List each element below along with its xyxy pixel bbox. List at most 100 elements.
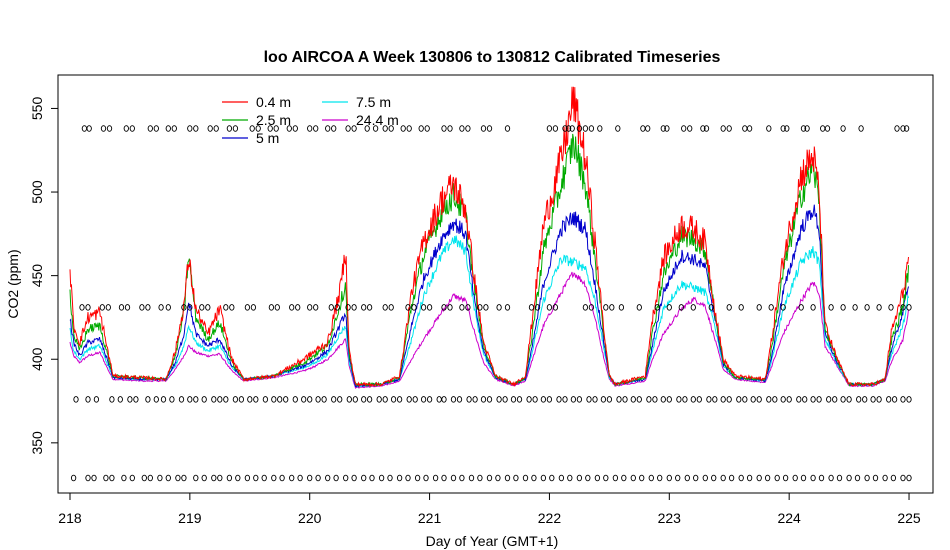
marker-point <box>900 474 906 482</box>
marker-point <box>286 125 292 132</box>
marker-point <box>424 125 430 132</box>
marker-point <box>175 474 181 482</box>
marker-point <box>678 304 684 311</box>
legend-label: 24.4 m <box>356 112 399 128</box>
marker-point <box>836 474 843 482</box>
marker-point <box>513 474 519 482</box>
marker-point <box>211 396 217 403</box>
marker-point <box>586 396 592 403</box>
marker-point <box>706 396 712 403</box>
marker-point <box>292 125 298 132</box>
marker-point <box>364 125 370 132</box>
marker-point <box>441 125 447 132</box>
marker-point <box>187 304 193 311</box>
marker-point <box>447 125 453 132</box>
marker-point <box>229 304 235 311</box>
marker-point <box>615 125 621 132</box>
marker-point <box>217 474 223 482</box>
marker-point <box>522 474 529 482</box>
marker-point <box>105 304 111 311</box>
marker-point <box>441 474 447 482</box>
marker-point <box>157 474 163 482</box>
y-tick-label: 400 <box>29 347 45 371</box>
marker-point <box>465 304 471 311</box>
marker-point <box>486 474 493 482</box>
marker-point <box>366 304 373 311</box>
marker-point <box>315 396 321 403</box>
marker-point <box>840 304 846 311</box>
marker-point <box>810 474 816 482</box>
marker-point <box>552 304 559 311</box>
marker-point <box>426 396 433 403</box>
marker-point <box>100 125 107 132</box>
marker-point <box>441 304 447 311</box>
marker-point <box>387 474 393 482</box>
marker-point <box>666 396 672 403</box>
marker-point <box>181 304 187 311</box>
marker-point <box>345 304 351 311</box>
marker-point <box>546 304 553 311</box>
marker-point <box>123 125 129 132</box>
marker-point <box>388 304 394 311</box>
marker-point <box>636 396 642 403</box>
marker-point <box>331 396 337 403</box>
marker-point <box>232 125 239 132</box>
marker-point <box>576 474 583 482</box>
marker-point <box>546 125 553 132</box>
marker-point <box>249 125 255 132</box>
marker-point <box>570 396 577 403</box>
marker-point <box>780 396 786 403</box>
marker-point <box>193 396 199 403</box>
marker-point <box>250 304 257 311</box>
marker-point <box>784 125 790 132</box>
marker-point <box>597 125 603 132</box>
marker-point <box>738 474 744 482</box>
marker-point <box>193 474 199 482</box>
marker-point <box>158 304 164 311</box>
marker-point <box>660 396 666 403</box>
marker-point <box>738 304 744 311</box>
marker-point <box>153 396 159 403</box>
marker-point <box>666 304 672 311</box>
marker-point <box>472 396 478 403</box>
y-axis-label: CO2 (ppm) <box>5 249 21 318</box>
y-tick-label: 500 <box>29 180 45 204</box>
marker-point <box>307 304 313 311</box>
marker-point <box>405 474 411 482</box>
marker-point <box>268 304 275 311</box>
marker-point <box>351 304 357 311</box>
marker-point <box>495 474 501 482</box>
marker-point <box>766 125 772 132</box>
x-tick-label: 224 <box>777 510 801 526</box>
marker-point <box>636 304 642 311</box>
marker-point <box>864 474 870 482</box>
marker-point <box>796 396 802 403</box>
marker-point <box>169 396 175 403</box>
marker-layer <box>70 125 912 482</box>
legend-item: 2.5 m <box>222 112 291 128</box>
marker-point <box>289 304 295 311</box>
marker-point <box>331 125 337 132</box>
marker-point <box>903 125 910 132</box>
marker-point <box>654 304 660 311</box>
marker-point <box>891 396 898 403</box>
marker-point <box>93 396 100 403</box>
marker-point <box>603 304 609 311</box>
marker-point <box>262 396 269 403</box>
marker-point <box>247 396 253 403</box>
marker-point <box>582 125 589 132</box>
marker-point <box>854 474 861 482</box>
marker-point <box>178 396 185 403</box>
legend-item: 24.4 m <box>322 112 399 128</box>
marker-point <box>313 304 319 311</box>
marker-point <box>376 396 382 403</box>
legend-label: 2.5 m <box>256 112 291 128</box>
marker-point <box>223 396 229 403</box>
marker-point <box>549 474 555 482</box>
marker-point <box>496 396 502 403</box>
marker-point <box>588 125 595 132</box>
marker-point <box>388 125 394 132</box>
marker-point <box>201 474 207 482</box>
marker-point <box>906 304 912 311</box>
marker-point <box>900 304 906 311</box>
